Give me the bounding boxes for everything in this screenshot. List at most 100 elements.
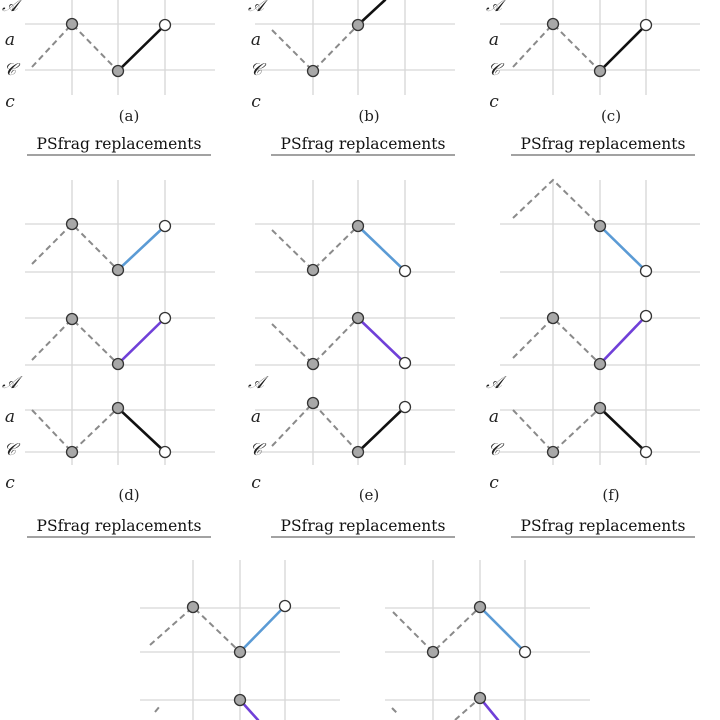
dashed-path xyxy=(154,705,161,713)
axis-symbol-label: 𝒞 xyxy=(4,440,21,460)
dashed-path xyxy=(271,225,359,272)
psfrag-replacements-label: PSfrag replacements xyxy=(521,135,686,153)
filled-node xyxy=(111,64,125,78)
open-node xyxy=(158,18,172,32)
filled-node xyxy=(473,600,487,614)
dashed-path xyxy=(392,606,481,654)
panel-caption: (a) xyxy=(119,107,140,125)
axis-symbol-label: 𝒞 xyxy=(4,60,21,80)
filled-node xyxy=(351,311,365,325)
psfrag-replacements-label: PSfrag replacements xyxy=(37,517,202,535)
open-node xyxy=(278,599,292,613)
step-segment xyxy=(598,224,648,273)
axis-symbol-label: 𝒜 xyxy=(248,373,269,393)
dashed-path xyxy=(31,22,119,72)
step-segment xyxy=(598,406,648,454)
step-segment xyxy=(598,314,648,366)
step-segment xyxy=(598,23,648,73)
filled-node xyxy=(111,357,125,371)
panel-caption: (c) xyxy=(601,107,621,125)
dashed-path xyxy=(271,401,359,453)
axis-symbol-label: c xyxy=(5,473,15,493)
axis-symbol-label: 𝒞 xyxy=(250,440,267,460)
filled-node xyxy=(306,64,320,78)
filled-node xyxy=(65,445,79,459)
filled-node xyxy=(426,645,440,659)
open-node xyxy=(158,311,172,325)
axis-symbol-label: a xyxy=(489,407,499,427)
filled-node xyxy=(593,64,607,78)
open-node xyxy=(398,356,412,370)
open-node xyxy=(639,445,653,459)
panel-caption: (d) xyxy=(118,486,139,504)
panel-h-partial xyxy=(385,560,590,720)
step-segment xyxy=(356,316,407,365)
dashed-path xyxy=(31,407,119,454)
dashed-path xyxy=(271,317,359,366)
axis-symbol-label: 𝒜 xyxy=(486,373,507,393)
dashed-path xyxy=(31,317,119,365)
open-node xyxy=(518,645,532,659)
open-node xyxy=(639,18,653,32)
axis-symbol-label: a xyxy=(489,30,499,50)
open-node xyxy=(398,400,412,414)
axis-symbol-label: a xyxy=(5,407,15,427)
open-node xyxy=(158,219,172,233)
step-segment xyxy=(478,605,527,654)
panel-caption: (b) xyxy=(358,107,379,125)
filled-node xyxy=(111,263,125,277)
axis-symbol-label: 𝒜 xyxy=(248,0,269,16)
dashed-path xyxy=(512,22,601,72)
axis-symbol-label: a xyxy=(251,30,261,50)
filled-node xyxy=(306,263,320,277)
filled-node xyxy=(351,18,365,32)
axis-symbol-label: c xyxy=(251,473,261,493)
filled-node xyxy=(65,217,79,231)
dashed-path xyxy=(31,222,119,271)
filled-node xyxy=(186,600,200,614)
dashed-path xyxy=(512,407,601,454)
filled-node xyxy=(65,312,79,326)
step-segment xyxy=(116,316,167,366)
filled-node xyxy=(593,401,607,415)
filled-node xyxy=(546,17,560,31)
filled-node xyxy=(351,445,365,459)
axis-symbol-label: c xyxy=(489,92,499,112)
axis-symbol-label: c xyxy=(489,473,499,493)
axis-symbol-label: a xyxy=(5,30,15,50)
filled-node xyxy=(65,17,79,31)
filled-node xyxy=(593,219,607,233)
filled-node xyxy=(306,357,320,371)
filled-node xyxy=(233,693,247,707)
filled-node xyxy=(111,401,125,415)
step-segment xyxy=(238,604,287,654)
step-segment xyxy=(116,224,167,272)
filled-node xyxy=(233,645,247,659)
dashed-path xyxy=(512,316,601,365)
psfrag-replacements-label: PSfrag replacements xyxy=(521,517,686,535)
step-segment xyxy=(116,406,167,454)
step-segment xyxy=(356,224,407,273)
axis-symbol-label: 𝒜 xyxy=(2,373,23,393)
step-segment xyxy=(356,405,407,454)
open-node xyxy=(158,445,172,459)
filled-node xyxy=(306,396,320,410)
axis-symbol-label: c xyxy=(5,92,15,112)
dashed-path xyxy=(271,24,359,73)
psfrag-replacements-label: PSfrag replacements xyxy=(281,135,446,153)
dashed-path xyxy=(391,707,399,715)
axis-symbol-label: 𝒞 xyxy=(488,440,505,460)
open-node xyxy=(639,264,653,278)
dashed-path xyxy=(454,697,481,720)
psfrag-replacements-label: PSfrag replacements xyxy=(281,517,446,535)
filled-node xyxy=(593,357,607,371)
filled-node xyxy=(546,445,560,459)
axis-symbol-label: 𝒜 xyxy=(486,0,507,16)
